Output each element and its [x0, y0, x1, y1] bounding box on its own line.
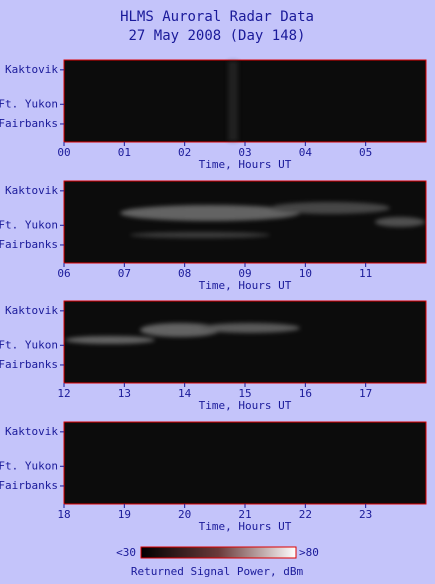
x-tick-label: 10: [299, 267, 312, 280]
y-tick-label: Kaktovik: [5, 63, 58, 76]
x-tick-label: 13: [118, 387, 131, 400]
x-tick-label: 08: [178, 267, 191, 280]
y-tick-label: Ft. Yukon: [0, 338, 58, 351]
x-tick-label: 04: [299, 146, 313, 159]
x-tick-label: 11: [359, 267, 372, 280]
colorbar: [140, 546, 297, 559]
y-tick-label: Kaktovik: [5, 304, 58, 317]
x-axis-label: Time, Hours UT: [199, 520, 292, 533]
x-tick-label: 12: [57, 387, 70, 400]
y-tick-label: Fairbanks: [0, 238, 58, 251]
colorbar-tick-label: <30: [116, 546, 136, 559]
y-tick-label: Ft. Yukon: [0, 459, 58, 472]
x-tick-label: 15: [238, 387, 251, 400]
x-axis-label: Time, Hours UT: [199, 399, 292, 412]
x-tick-label: 02: [178, 146, 191, 159]
y-tick-label: Kaktovik: [5, 184, 58, 197]
y-tick-label: Ft. Yukon: [0, 97, 58, 110]
x-axis-label: Time, Hours UT: [199, 279, 292, 292]
x-tick-label: 01: [118, 146, 131, 159]
y-tick-label: Ft. Yukon: [0, 218, 58, 231]
x-tick-label: 17: [359, 387, 372, 400]
x-tick-label: 07: [118, 267, 131, 280]
y-tick-label: Fairbanks: [0, 117, 58, 130]
colorbar-tick-label: >80: [299, 546, 319, 559]
x-tick-label: 19: [118, 508, 131, 521]
echo-texture: [65, 61, 425, 344]
colorbar-label: Returned Signal Power, dBm: [131, 565, 304, 578]
x-tick-label: 16: [299, 387, 312, 400]
y-tick-label: Kaktovik: [5, 425, 58, 438]
x-tick-label: 22: [299, 508, 312, 521]
x-tick-label: 09: [238, 267, 251, 280]
x-tick-label: 18: [57, 508, 70, 521]
y-tick-label: Fairbanks: [0, 358, 58, 371]
radar-panel: [63, 180, 427, 264]
radar-panel: [63, 59, 427, 143]
x-tick-label: 23: [359, 508, 372, 521]
x-tick-label: 14: [178, 387, 192, 400]
x-tick-label: 06: [57, 267, 70, 280]
x-tick-label: 21: [238, 508, 251, 521]
x-axis-label: Time, Hours UT: [199, 158, 292, 171]
x-tick-label: 03: [238, 146, 251, 159]
title: HLMS Auroral Radar Data: [120, 9, 314, 25]
subtitle: 27 May 2008 (Day 148): [128, 28, 305, 44]
y-tick-label: Fairbanks: [0, 479, 58, 492]
x-tick-label: 05: [359, 146, 372, 159]
x-tick-label: 00: [57, 146, 70, 159]
x-tick-label: 20: [178, 508, 191, 521]
radar-panel: [63, 421, 427, 505]
